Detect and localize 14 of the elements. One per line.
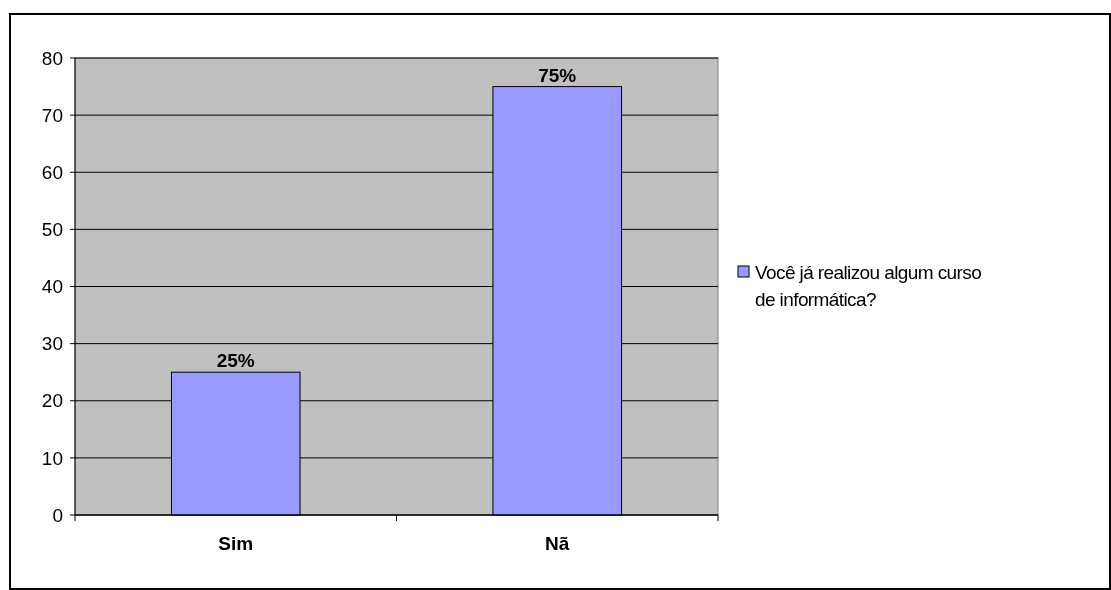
x-tick-label: Nã (545, 533, 570, 554)
y-tick-label: 10 (41, 447, 63, 469)
legend-label: Você já realizou algum curso de informática? (755, 261, 982, 310)
data-label: 75% (538, 64, 577, 86)
y-tick-label: 50 (41, 219, 63, 241)
y-tick-label: 0 (52, 504, 63, 526)
y-tick-label: 40 (41, 276, 63, 298)
data-label: 25% (216, 350, 255, 372)
y-tick-label: 30 (41, 333, 63, 355)
y-tick-label: 60 (41, 161, 63, 183)
y-tick-label: 70 (41, 104, 63, 126)
y-tick-label: 80 (41, 47, 63, 69)
y-tick-label: 20 (41, 390, 63, 412)
x-tick-label: Sim (218, 533, 254, 554)
